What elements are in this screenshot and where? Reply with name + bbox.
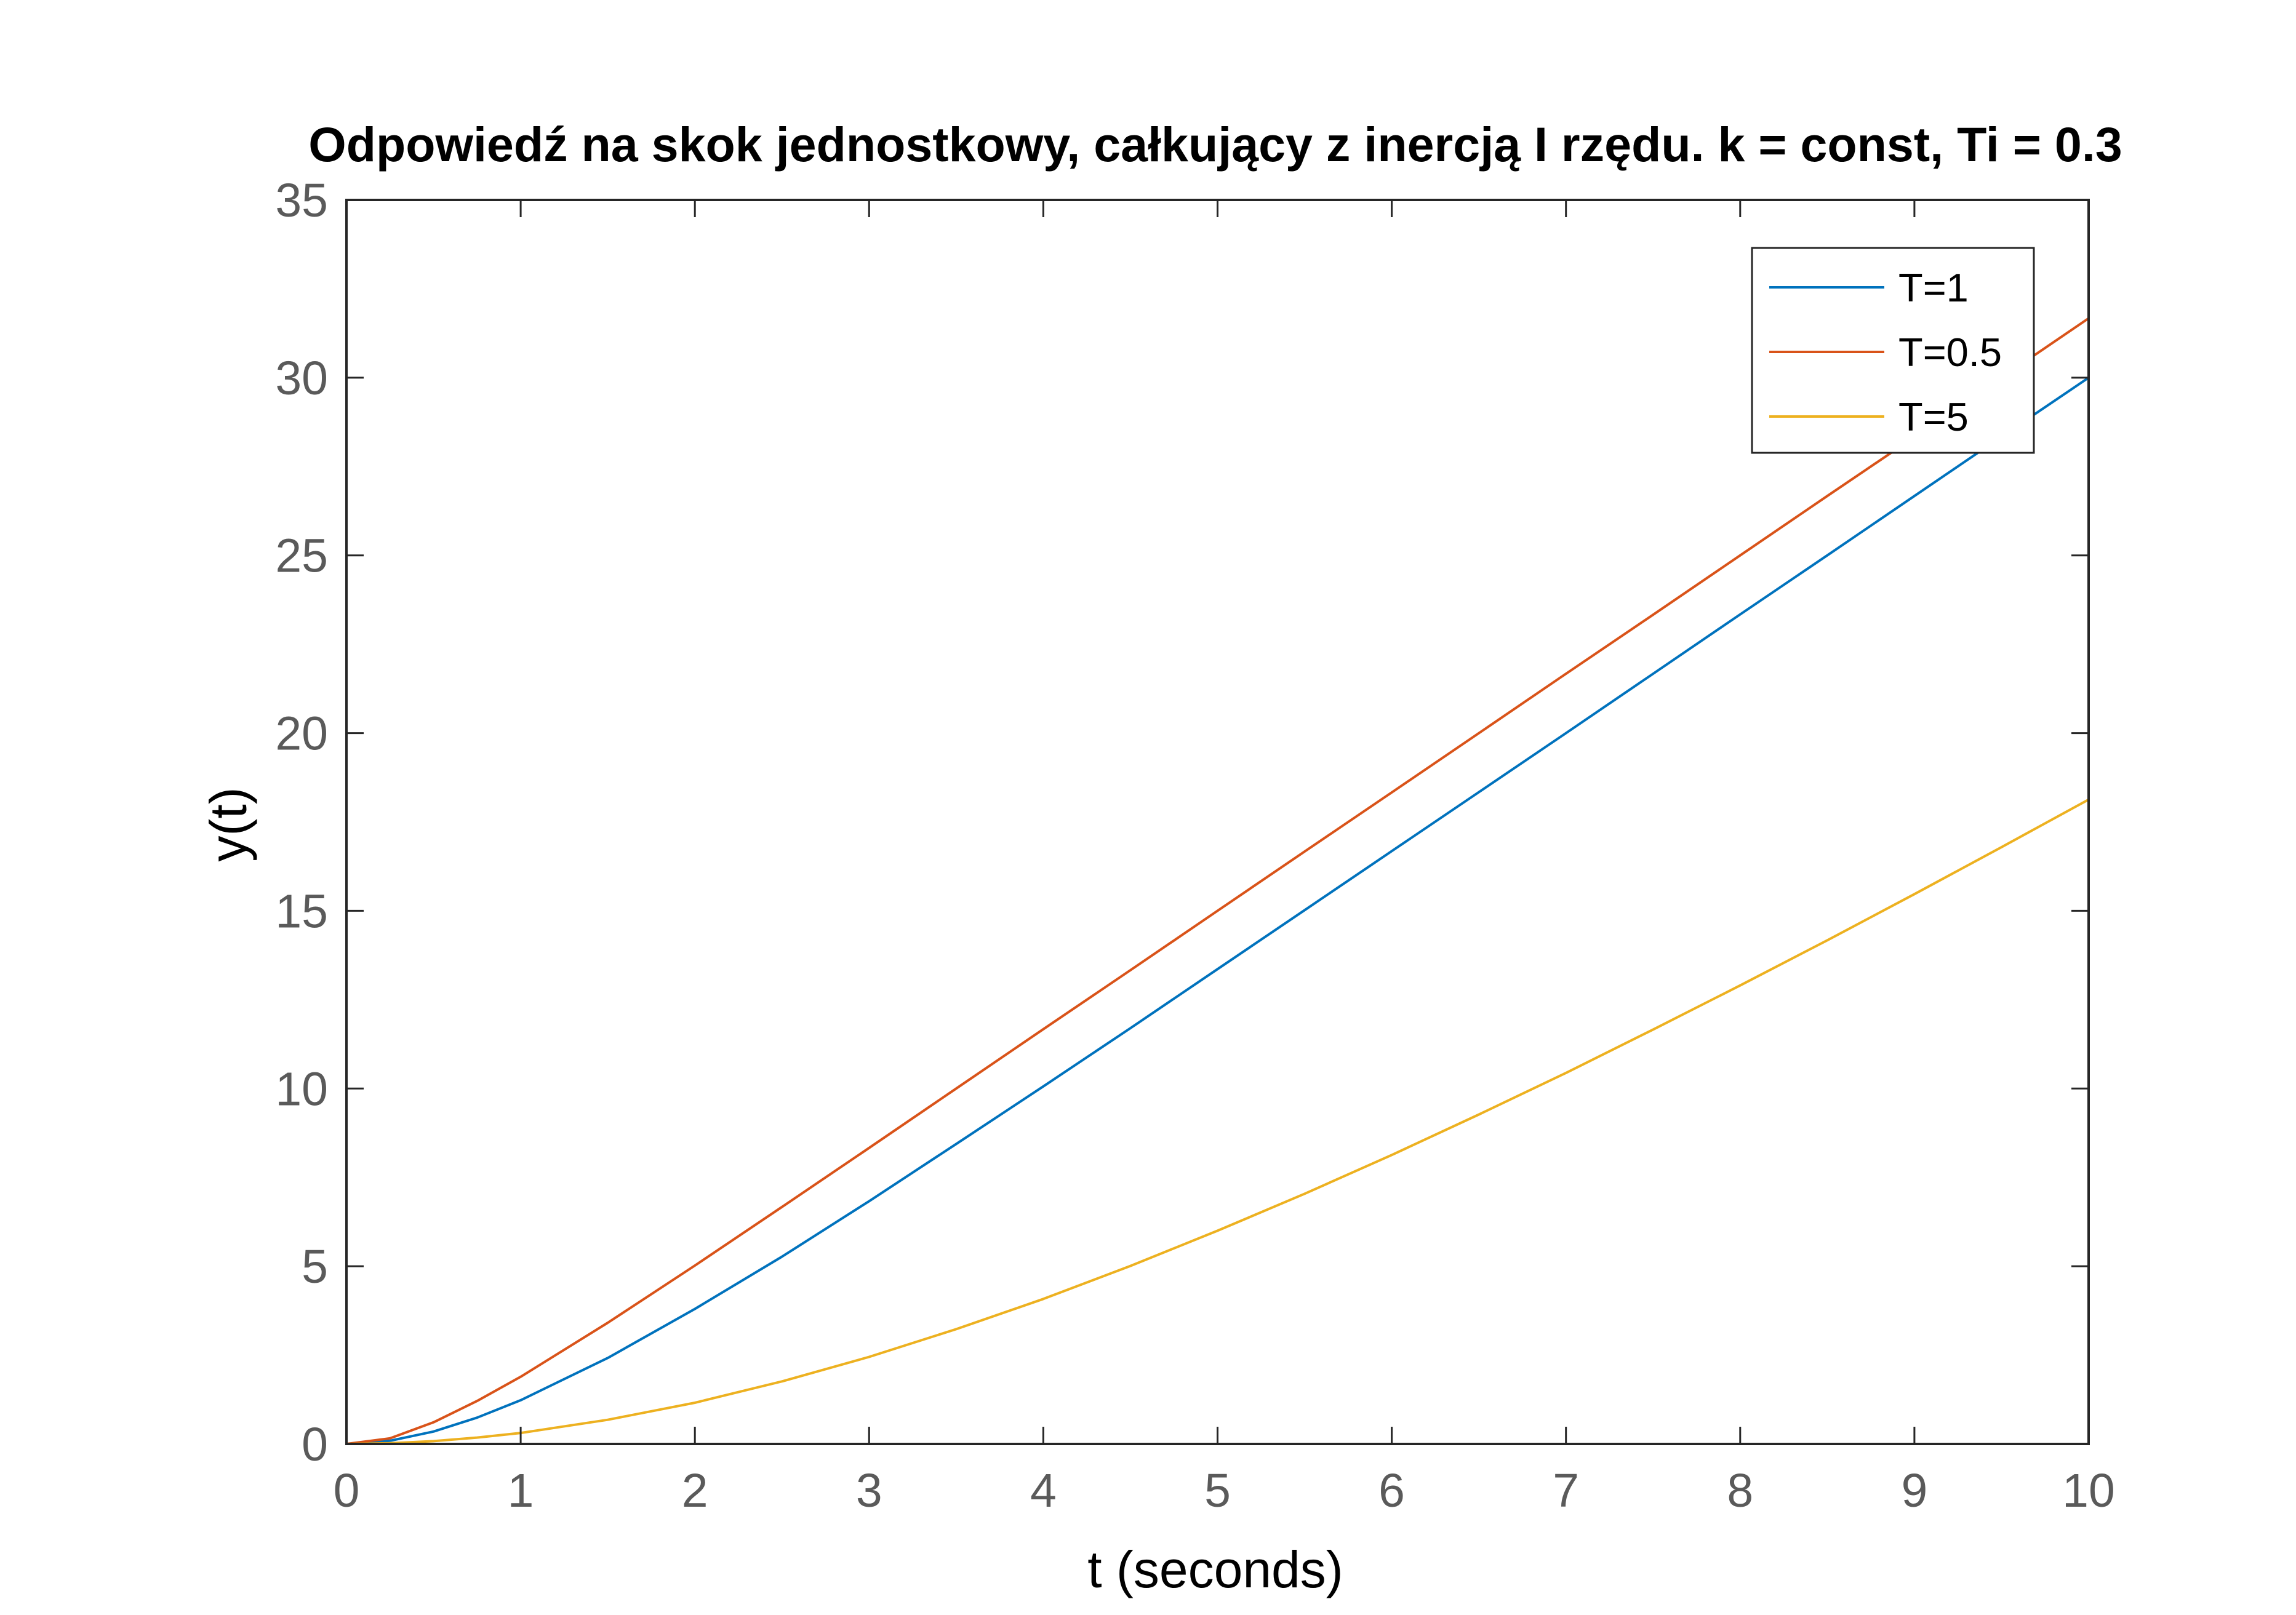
x-tick-label: 10 [2062, 1464, 2115, 1517]
x-tick-label: 7 [1553, 1464, 1579, 1517]
x-tick-label: 6 [1378, 1464, 1405, 1517]
y-tick-label: 0 [302, 1418, 328, 1471]
y-tick-label: 20 [275, 708, 328, 760]
series-group [346, 317, 2090, 1445]
legend-label-3: T=5 [1898, 394, 1969, 439]
x-axis-label: t (seconds) [1087, 1541, 1343, 1598]
y-tick-label: 10 [275, 1063, 328, 1115]
y-tick-label: 5 [302, 1240, 328, 1293]
legend-box [1751, 247, 2035, 454]
x-tick-label: 1 [508, 1464, 534, 1517]
y-tick-label: 30 [275, 352, 328, 405]
plot-box [345, 199, 2090, 1445]
x-tick-label: 5 [1204, 1464, 1231, 1517]
x-tick-label: 3 [856, 1464, 882, 1517]
x-tick-label: 2 [682, 1464, 708, 1517]
x-tick-label: 0 [334, 1464, 360, 1517]
y-tick-label: 25 [275, 530, 328, 583]
x-tick-label: 8 [1727, 1464, 1753, 1517]
y-tick-label: 15 [275, 885, 328, 938]
series-line-1 [346, 377, 2090, 1445]
tick-labels-group: 0 1 2 3 4 5 6 7 8 9 10 0 5 10 15 20 25 30 35 [275, 174, 2114, 1517]
y-tick-label: 35 [275, 174, 328, 227]
series-line-2 [346, 317, 2090, 1445]
legend-label-2: T=0.5 [1898, 330, 2002, 375]
legend: T=1 T=0.5 T=5 [1751, 247, 2035, 454]
y-axis-label: y(t) [199, 787, 257, 861]
legend-label-1: T=1 [1898, 265, 1969, 310]
legend-items: T=1 T=0.5 T=5 [1769, 265, 2002, 439]
x-tick-label: 9 [1901, 1464, 1927, 1517]
chart-title: Odpowiedź na skok jednostkowy, całkujący… [308, 117, 2122, 172]
series-line-3 [346, 798, 2089, 1445]
x-tick-label: 4 [1030, 1464, 1057, 1517]
